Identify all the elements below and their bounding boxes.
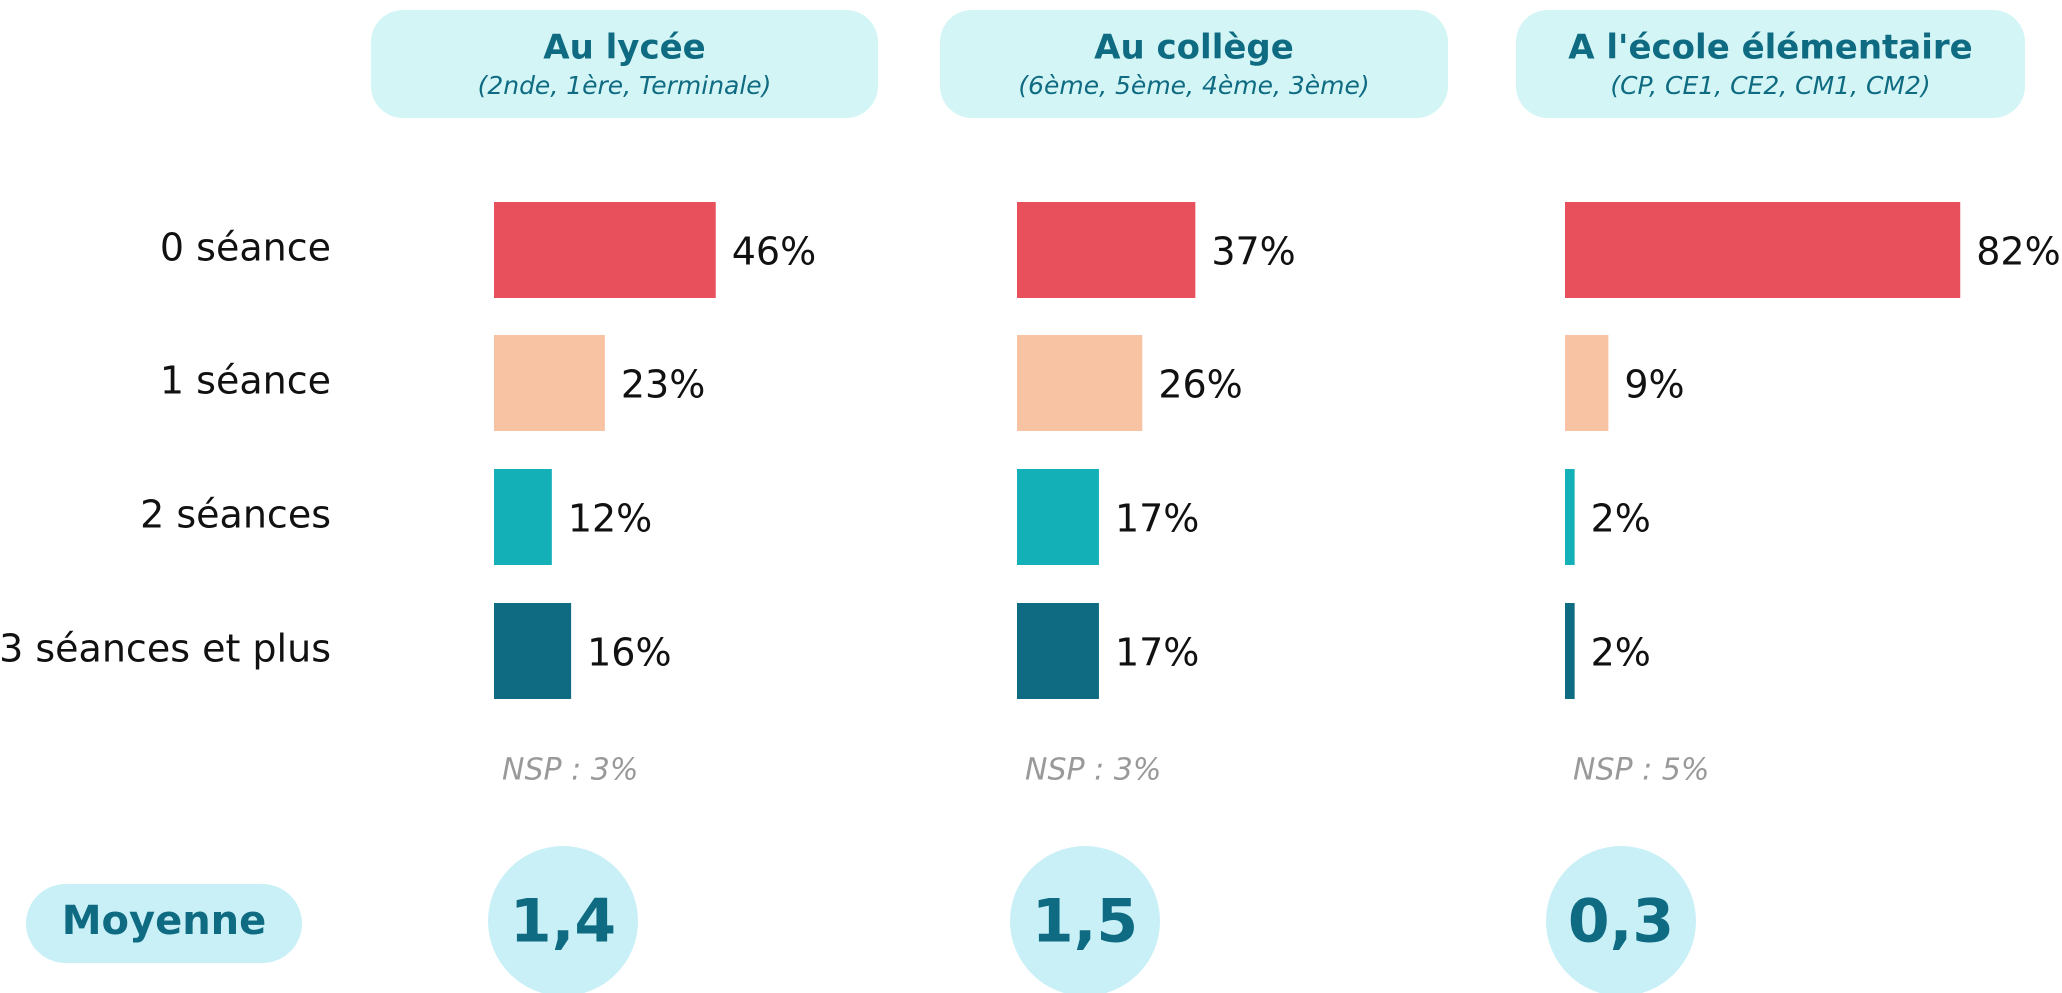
category-label: 2 séances [140,493,331,537]
bar [494,469,552,565]
mean-label: Moyenne [62,898,267,944]
header-title: Au lycée [543,28,705,68]
value-label: 26% [1158,363,1242,407]
mean-circle [488,846,638,993]
value-label: 2% [1591,497,1651,541]
value-label: 82% [1976,230,2060,274]
bar [1017,469,1099,565]
bar [1017,603,1099,699]
header-title: Au collège [1094,28,1294,68]
bar [1565,469,1575,565]
header-box [940,10,1448,118]
header-subtitle: (2nde, 1ère, Terminale) [478,71,772,100]
category-label: 0 séance [160,226,331,270]
mean-circle [1010,846,1160,993]
value-label: 46% [732,230,816,274]
bar [1017,335,1143,431]
category-label: 1 séance [160,359,331,403]
value-label: 37% [1211,230,1295,274]
category-label: 3 séances et plus [0,627,331,671]
bar [1565,603,1575,699]
header-subtitle: (6ème, 5ème, 4ème, 3ème) [1018,71,1369,100]
note: NSP : 5% [1573,753,1709,788]
value-label: 23% [621,363,705,407]
mean-pill [26,884,302,963]
note: NSP : 3% [1025,753,1161,788]
value-label: 16% [587,631,671,675]
bar [1017,202,1196,298]
header-box [371,10,878,118]
value-label: 17% [1115,631,1199,675]
value-label: 17% [1115,497,1199,541]
mean-value: 1,5 [1032,887,1138,957]
mean-value: 0,3 [1568,887,1674,957]
bar [1565,335,1609,431]
mean-circle [1546,846,1696,993]
value-label: 2% [1591,631,1651,675]
bar [1565,202,1961,298]
header-subtitle: (CP, CE1, CE2, CM1, CM2) [1610,71,1930,100]
bar [494,202,716,298]
mean-value: 1,4 [510,887,616,957]
value-label: 12% [568,497,652,541]
header-box [1516,10,2025,118]
bar [494,603,572,699]
note: NSP : 3% [502,753,638,788]
bar [494,335,605,431]
value-label: 9% [1624,363,1684,407]
header-title: A l'école élémentaire [1568,28,1972,68]
